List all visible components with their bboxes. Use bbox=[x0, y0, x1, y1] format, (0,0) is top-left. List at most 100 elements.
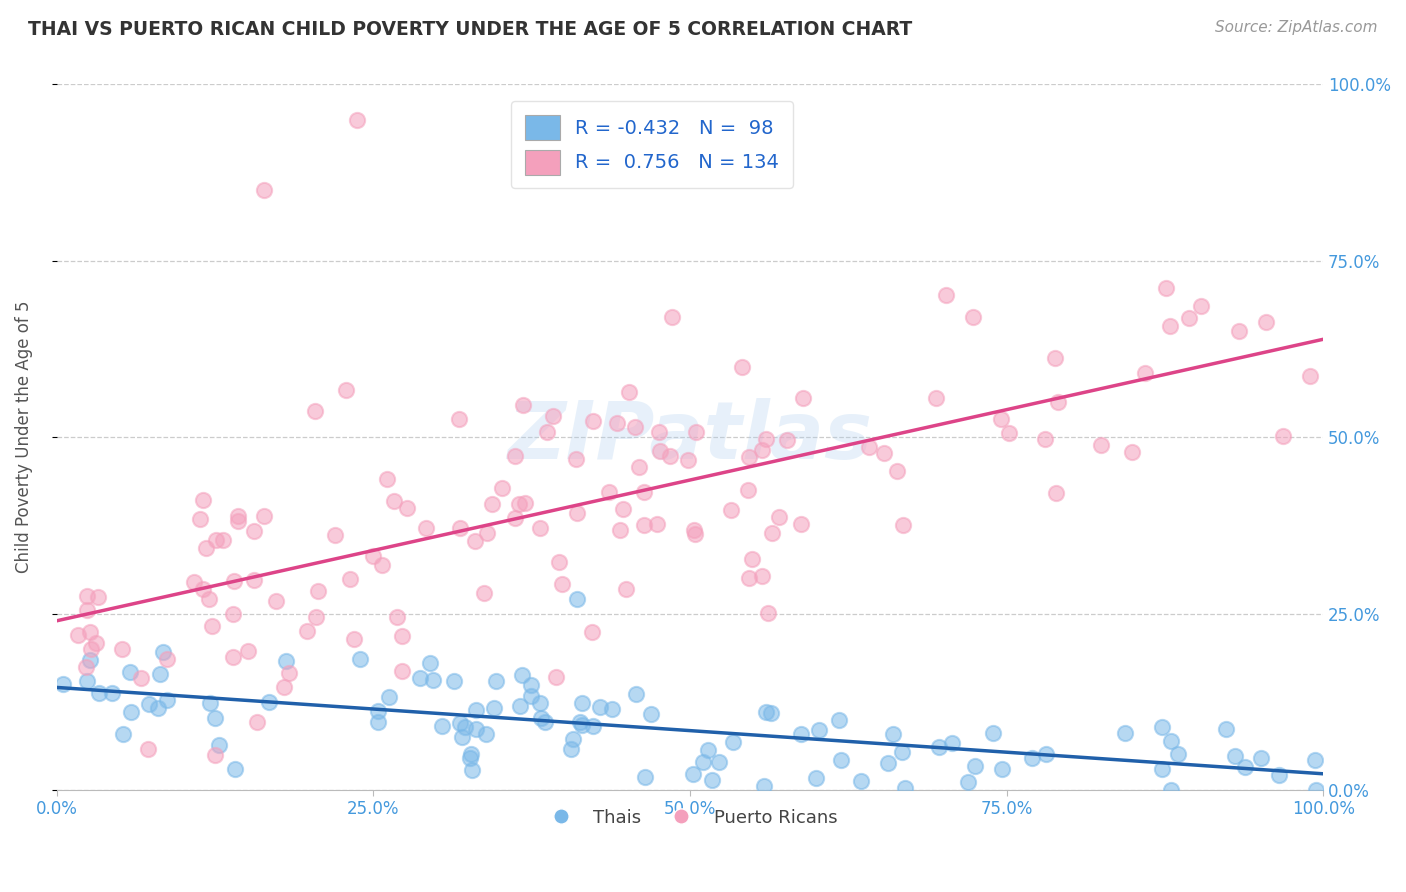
Point bbox=[276, 654, 298, 668]
Point bbox=[149, 667, 172, 681]
Point bbox=[849, 774, 872, 789]
Text: Source: ZipAtlas.com: Source: ZipAtlas.com bbox=[1215, 20, 1378, 35]
Point bbox=[183, 575, 205, 590]
Point bbox=[634, 770, 657, 784]
Point bbox=[957, 774, 980, 789]
Point bbox=[1159, 319, 1181, 334]
Point bbox=[76, 603, 98, 617]
Point bbox=[998, 425, 1021, 440]
Point bbox=[606, 417, 628, 431]
Point bbox=[1160, 734, 1182, 748]
Point bbox=[325, 528, 347, 542]
Point bbox=[273, 681, 295, 695]
Point bbox=[120, 665, 142, 680]
Point bbox=[741, 552, 763, 566]
Point bbox=[581, 719, 603, 733]
Point bbox=[451, 730, 474, 744]
Point bbox=[475, 727, 498, 741]
Point bbox=[731, 360, 754, 375]
Point bbox=[1045, 485, 1067, 500]
Point bbox=[204, 711, 226, 725]
Point bbox=[683, 527, 706, 541]
Point bbox=[100, 686, 122, 700]
Point bbox=[458, 751, 481, 765]
Point bbox=[702, 772, 724, 787]
Point bbox=[75, 660, 97, 674]
Point bbox=[569, 715, 592, 730]
Point bbox=[941, 736, 963, 750]
Point bbox=[205, 533, 228, 548]
Point bbox=[768, 510, 790, 524]
Point bbox=[242, 573, 264, 587]
Point bbox=[136, 742, 159, 756]
Point bbox=[1250, 751, 1272, 765]
Point bbox=[484, 701, 506, 715]
Point bbox=[1256, 315, 1278, 329]
Point bbox=[1215, 723, 1237, 737]
Point bbox=[371, 558, 394, 573]
Point bbox=[755, 432, 778, 446]
Point bbox=[790, 517, 813, 532]
Point bbox=[194, 541, 217, 555]
Point bbox=[198, 591, 221, 606]
Point bbox=[155, 693, 177, 707]
Point bbox=[449, 520, 471, 534]
Point bbox=[307, 584, 329, 599]
Point bbox=[222, 649, 245, 664]
Point bbox=[894, 780, 917, 795]
Point bbox=[391, 664, 413, 678]
Point bbox=[191, 492, 214, 507]
Point bbox=[120, 705, 142, 719]
Point bbox=[1189, 299, 1212, 313]
Point bbox=[582, 414, 605, 428]
Point bbox=[224, 762, 246, 776]
Point bbox=[349, 651, 371, 665]
Point bbox=[756, 606, 779, 620]
Point bbox=[1090, 438, 1112, 452]
Point bbox=[1046, 395, 1069, 409]
Point bbox=[761, 525, 783, 540]
Point bbox=[1121, 445, 1143, 459]
Point bbox=[66, 628, 89, 642]
Point bbox=[962, 310, 984, 324]
Point bbox=[1178, 310, 1201, 325]
Point bbox=[533, 714, 555, 729]
Point bbox=[738, 450, 761, 464]
Point bbox=[647, 425, 669, 440]
Point bbox=[1223, 749, 1246, 764]
Point bbox=[617, 385, 640, 400]
Point bbox=[1268, 768, 1291, 782]
Point bbox=[200, 696, 222, 710]
Point bbox=[990, 412, 1012, 426]
Point bbox=[422, 673, 444, 688]
Point bbox=[645, 516, 668, 531]
Point bbox=[565, 451, 588, 466]
Point bbox=[792, 391, 814, 405]
Point bbox=[1299, 369, 1322, 384]
Point bbox=[509, 698, 531, 713]
Point bbox=[461, 763, 484, 777]
Point bbox=[193, 582, 215, 596]
Point bbox=[886, 464, 908, 478]
Point bbox=[304, 403, 326, 417]
Point bbox=[112, 727, 135, 741]
Point bbox=[454, 720, 477, 734]
Point bbox=[129, 671, 152, 685]
Point bbox=[683, 523, 706, 537]
Point bbox=[464, 533, 486, 548]
Point bbox=[430, 719, 453, 733]
Point bbox=[409, 671, 432, 685]
Point bbox=[529, 696, 551, 710]
Point bbox=[536, 425, 558, 439]
Point bbox=[640, 706, 662, 721]
Point bbox=[87, 686, 110, 700]
Point bbox=[872, 446, 894, 460]
Point bbox=[278, 666, 301, 681]
Point bbox=[226, 509, 249, 524]
Point bbox=[253, 508, 276, 523]
Point bbox=[648, 444, 671, 458]
Point bbox=[565, 592, 588, 607]
Point bbox=[449, 715, 471, 730]
Point bbox=[339, 572, 361, 586]
Point bbox=[790, 727, 813, 741]
